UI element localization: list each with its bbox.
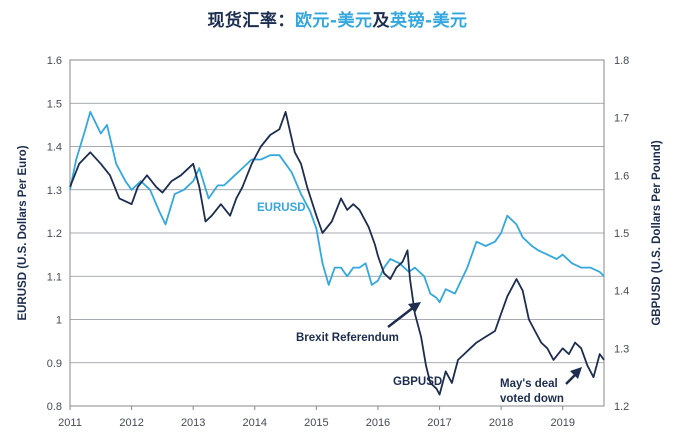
series-lines <box>69 111 605 396</box>
x-tick-label: 2015 <box>304 417 328 429</box>
annotation-brexit-referendum: Brexit Referendum <box>296 332 399 344</box>
x-tick-label: 2012 <box>119 417 143 429</box>
annotation-gbpusd: GBPUSD <box>393 376 442 388</box>
annotation-mays-deal-line2: voted down <box>500 393 564 405</box>
left-tick-label: 1.5 <box>47 98 62 110</box>
right-axis-ticks: 1.2 1.3 1.4 1.5 1.6 1.7 1.8 <box>614 55 629 413</box>
left-axis-title: EURUSD (U.S. Dollars Per Euro) <box>17 145 29 320</box>
chart-title: 现货汇率：欧元-美元及英镑-美元 <box>0 6 675 31</box>
plot-frame <box>69 59 605 407</box>
left-tick-label: 0.9 <box>47 358 62 370</box>
right-tick-label: 1.7 <box>614 113 629 125</box>
x-tick-label: 2011 <box>58 417 82 429</box>
right-tick-label: 1.2 <box>614 401 629 413</box>
x-tick-label: 2017 <box>427 417 451 429</box>
x-tick-label: 2014 <box>243 417 267 429</box>
right-tick-label: 1.8 <box>614 55 629 67</box>
right-tick-label: 1.5 <box>614 228 629 240</box>
right-tick-label: 1.4 <box>614 286 629 298</box>
x-tick-label: 2019 <box>550 417 574 429</box>
mays-deal-arrow <box>565 367 582 385</box>
left-tick-label: 1 <box>56 315 62 327</box>
title-part-4: 英镑-美元 <box>390 11 468 31</box>
left-tick-label: 1.1 <box>47 271 62 283</box>
right-tick-label: 1.3 <box>614 343 629 355</box>
series-line-eurusd <box>69 111 605 304</box>
title-part-3: 及 <box>372 11 390 31</box>
left-tick-label: 1.4 <box>47 142 62 154</box>
right-axis-title: GBPUSD (U.S. Dollars Per Pound) <box>651 140 663 325</box>
left-tick-label: 1.3 <box>47 185 62 197</box>
x-tick-label: 2018 <box>489 417 513 429</box>
left-tick-label: 1.2 <box>47 228 62 240</box>
right-tick-label: 1.6 <box>614 170 629 182</box>
x-axis-ticks: 2011 2012 2013 2014 2015 2016 2017 2018 2019 <box>58 406 575 429</box>
x-tick-label: 2013 <box>181 417 205 429</box>
left-tick-label: 0.8 <box>47 401 62 413</box>
left-axis-ticks: 0.8 0.9 1 1.1 1.2 1.3 1.4 1.5 1.6 <box>47 55 62 413</box>
gridlines <box>70 59 604 407</box>
title-part-1: 现货汇率： <box>207 11 295 31</box>
x-tick-label: 2016 <box>366 417 390 429</box>
series-line-gbpusd <box>69 111 605 396</box>
annotation-eurusd: EURUSD <box>257 202 306 214</box>
brexit-arrow <box>387 302 421 328</box>
annotation-mays-deal-line1: May's deal <box>500 378 558 390</box>
title-part-2: 欧元-美元 <box>294 11 373 31</box>
left-tick-label: 1.6 <box>47 55 62 67</box>
